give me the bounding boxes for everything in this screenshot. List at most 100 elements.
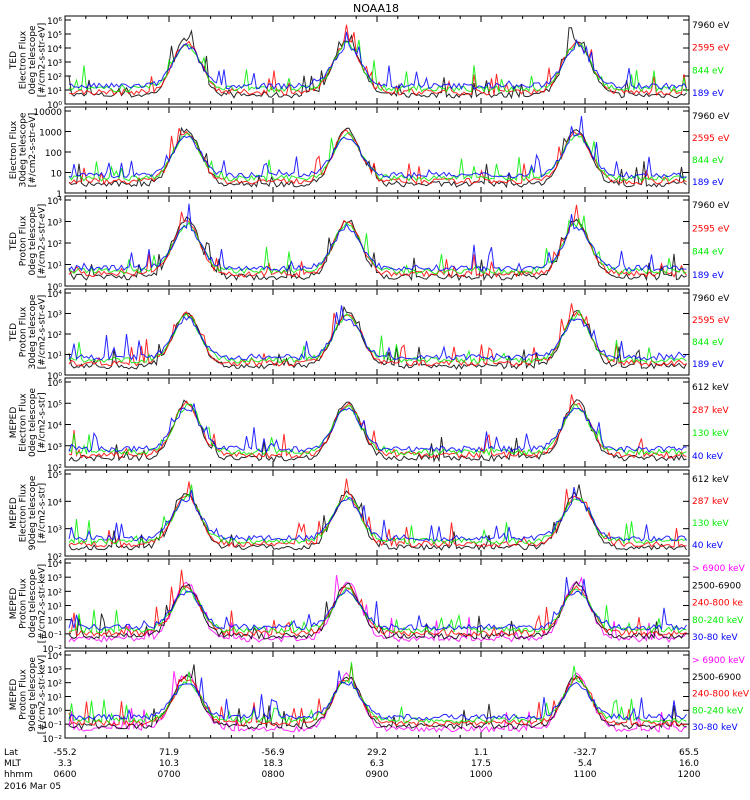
series-line — [68, 204, 687, 279]
y-axis-label: MEPEDProton Flux0deg telescope[#/cm2-s-s… — [9, 564, 48, 643]
y-axis-label-line: Electron Flux — [19, 483, 29, 542]
y-tick-label: 10¹ — [47, 352, 62, 362]
series-line — [68, 203, 687, 272]
time-axis-lat: 1.1 — [474, 748, 488, 758]
y-axis-label-line: 90deg telescope — [28, 657, 38, 732]
series-red — [68, 478, 687, 549]
series-black — [68, 484, 687, 551]
y-tick-label: 10² — [47, 464, 62, 474]
y-tick-label: 10⁻¹ — [42, 631, 62, 641]
y-axis-label-line: Electron Flux — [19, 30, 29, 89]
time-axis-mlt: 16.0 — [679, 759, 699, 769]
series-line — [68, 664, 687, 727]
time-axis-mlt: 5.4 — [578, 759, 593, 769]
time-axis-hhmm: 0700 — [158, 770, 181, 780]
legend-entry: 40 keV — [692, 452, 724, 462]
series-line — [68, 478, 687, 549]
series-blue — [68, 116, 687, 180]
y-axis-label-line: 30deg telescope — [28, 294, 38, 369]
legend-entry: 240-800 ke — [692, 599, 743, 609]
series-red — [68, 303, 687, 367]
series-line — [68, 484, 687, 551]
series-line — [68, 215, 687, 276]
time-axis-row-label: hhmm — [4, 770, 33, 780]
y-tick-label: 10⁰ — [47, 617, 62, 627]
y-axis-label-line: [#/cm2-s-str-keV] — [38, 655, 48, 734]
y-tick-label: 10000 — [33, 108, 62, 118]
series-line — [68, 27, 687, 100]
legend-entry: > 6900 keV — [692, 564, 746, 574]
series-line — [68, 399, 687, 463]
series-line — [68, 586, 687, 634]
y-tick-label: 10⁰ — [47, 283, 62, 293]
series-blue — [68, 305, 687, 362]
legend-entry: 2500-6900 — [692, 581, 741, 591]
legend-entry: 2595 eV — [692, 44, 730, 54]
y-tick-label: 10 — [51, 170, 63, 180]
y-tick-label: 10⁴ — [47, 560, 62, 570]
time-axis-hhmm: 1200 — [678, 770, 701, 780]
y-tick-label: 10⁶ — [47, 17, 62, 27]
y-tick-label: 10⁵ — [47, 400, 62, 410]
time-axis-lat: 29.2 — [367, 748, 387, 758]
y-axis-label-line: Electron Flux — [9, 120, 19, 179]
series-line — [68, 39, 687, 94]
y-axis-label-line: [#/cm2-s-str-eV] — [38, 204, 48, 279]
y-tick-label: 10¹ — [47, 603, 62, 613]
time-axis-lat: -32.7 — [573, 748, 596, 758]
y-axis-label-line: MEPED — [9, 497, 19, 529]
y-axis-label-line: 0deg telescope — [28, 569, 38, 639]
time-axis-mlt: 3.3 — [58, 759, 72, 769]
series-red — [68, 664, 687, 727]
time-axis-hhmm: 1000 — [470, 770, 493, 780]
legend-entry: 287 keV — [692, 497, 729, 507]
series-black — [68, 399, 687, 463]
y-axis-label-line: TED — [9, 51, 19, 70]
y-tick-label: 10⁴ — [47, 498, 62, 508]
legend-entry: 189 eV — [692, 178, 725, 188]
legend-entry: 287 keV — [692, 406, 729, 416]
series-line — [68, 305, 687, 362]
y-axis-label-line: Proton Flux — [19, 578, 29, 629]
y-axis-label-line: TED — [9, 232, 19, 251]
series-line — [68, 403, 687, 454]
series-blue — [68, 403, 687, 454]
y-tick-label: 10⁵ — [47, 31, 62, 41]
legend-entry: 612 keV — [692, 475, 729, 485]
y-axis-label-line: Proton Flux — [19, 306, 29, 357]
legend-entry: 30-80 keV — [692, 633, 738, 643]
y-axis-label: MEPEDElectron Flux0deg telescope[#/cm2-s… — [9, 388, 48, 458]
series-red — [68, 204, 687, 279]
y-axis-label-line: [#/cm2-s-str] — [38, 392, 48, 452]
legend-entry: 2500-6900 — [692, 673, 741, 683]
time-axis-lat: -55.2 — [53, 748, 76, 758]
legend-entry: 189 eV — [692, 360, 725, 370]
y-tick-label: 10² — [47, 680, 62, 690]
time-axis-hhmm: 1100 — [574, 770, 597, 780]
legend-entry: 189 eV — [692, 271, 725, 281]
y-axis-label-line: TED — [9, 323, 19, 342]
series-blue — [68, 203, 687, 272]
legend-entry: 2595 eV — [692, 134, 730, 144]
legend-entry: 240-800 keV — [692, 690, 750, 700]
y-tick-label: 10² — [47, 331, 62, 341]
legend-entry: 7960 eV — [692, 201, 730, 211]
y-tick-label: 10³ — [47, 666, 62, 676]
series-black — [68, 305, 687, 370]
y-tick-label: 10¹ — [47, 262, 62, 272]
time-axis-mlt: 18.3 — [263, 759, 283, 769]
y-tick-label: 10² — [47, 553, 62, 563]
y-tick-label: 1 — [56, 190, 62, 200]
y-tick-label: 10³ — [47, 443, 62, 453]
legend-entry: 844 eV — [692, 248, 725, 258]
series-line — [68, 486, 687, 542]
series-green — [68, 484, 687, 546]
series-line — [68, 671, 687, 733]
y-tick-label: 10⁻² — [42, 645, 62, 655]
